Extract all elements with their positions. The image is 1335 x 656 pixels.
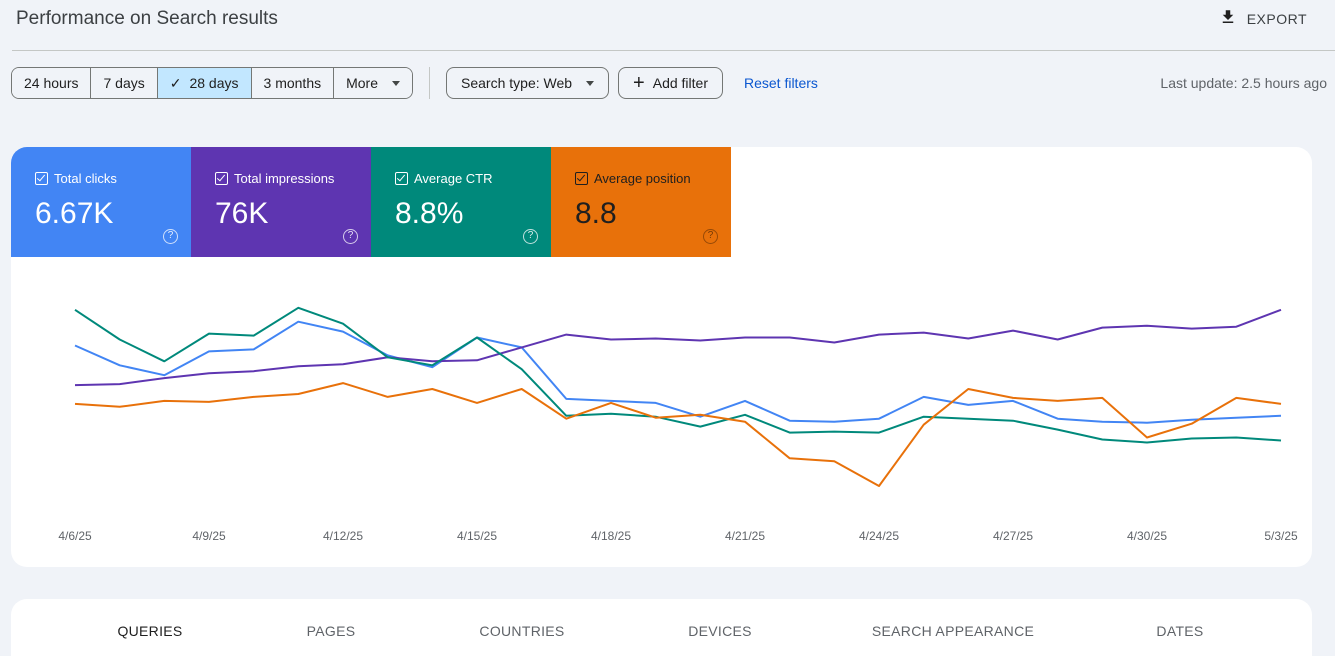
metric-average-position[interactable]: Average position 8.8 ? xyxy=(551,147,731,257)
export-label: EXPORT xyxy=(1246,10,1307,27)
x-tick-label: 4/9/25 xyxy=(192,529,226,543)
chevron-down-icon xyxy=(586,80,595,86)
tab-dates[interactable]: DATES xyxy=(1156,623,1204,639)
chevron-down-icon xyxy=(392,80,401,86)
checkbox-icon[interactable] xyxy=(575,172,588,185)
metric-value: 76K xyxy=(215,197,269,230)
metric-total-impressions[interactable]: Total impressions 76K ? xyxy=(191,147,371,257)
checkbox-icon[interactable] xyxy=(215,172,228,185)
x-tick-label: 5/3/25 xyxy=(1264,529,1298,543)
range-24-hours[interactable]: 24 hours xyxy=(12,68,92,98)
help-icon[interactable]: ? xyxy=(523,229,538,244)
tab-pages[interactable]: PAGES xyxy=(306,623,356,639)
metric-value: 8.8 xyxy=(575,197,617,230)
x-tick-label: 4/18/25 xyxy=(590,529,632,543)
tab-queries[interactable]: QUERIES xyxy=(117,623,183,639)
x-tick-label: 4/30/25 xyxy=(1126,529,1168,543)
filter-bar: 24 hours 7 days ✓ 28 days 3 months More S… xyxy=(11,67,818,99)
top-bar: Performance on Search results EXPORT xyxy=(0,0,1335,50)
header-divider xyxy=(12,50,1335,51)
series-line-average-position xyxy=(74,382,1282,487)
series-line-average-ctr xyxy=(74,306,1282,444)
page-title: Performance on Search results xyxy=(16,8,278,29)
line-chart-svg xyxy=(74,306,1282,487)
plus-icon: + xyxy=(633,72,645,94)
search-type-dropdown[interactable]: Search type: Web xyxy=(446,67,610,99)
help-icon[interactable]: ? xyxy=(163,229,178,244)
x-tick-label: 4/24/25 xyxy=(858,529,900,543)
range-28-days[interactable]: ✓ 28 days xyxy=(157,68,252,98)
reset-filters-link[interactable]: Reset filters xyxy=(743,75,818,91)
range-3-months[interactable]: 3 months xyxy=(251,68,335,98)
x-tick-label: 4/21/25 xyxy=(724,529,766,543)
help-icon[interactable]: ? xyxy=(343,229,358,244)
x-tick-label: 4/6/25 xyxy=(58,529,92,543)
tab-devices[interactable]: DEVICES xyxy=(688,623,752,639)
tab-countries[interactable]: COUNTRIES xyxy=(479,623,565,639)
range-more-dropdown[interactable]: More xyxy=(334,68,413,98)
check-icon: ✓ xyxy=(169,74,182,91)
checkbox-icon[interactable] xyxy=(395,172,408,185)
metric-value: 8.8% xyxy=(395,197,464,230)
metric-total-clicks[interactable]: Total clicks 6.67K ? xyxy=(11,147,191,257)
download-icon xyxy=(1219,8,1237,29)
tab-search-appearance[interactable]: SEARCH APPEARANCE xyxy=(871,623,1035,639)
export-button[interactable]: EXPORT xyxy=(1219,8,1307,29)
x-tick-label: 4/15/25 xyxy=(456,529,498,543)
filter-divider xyxy=(429,67,431,99)
line-chart[interactable]: 4/6/25 4/9/25 4/12/25 4/15/25 4/18/25 4/21/25… xyxy=(11,257,1312,567)
checkbox-icon[interactable] xyxy=(35,172,48,185)
help-icon[interactable]: ? xyxy=(703,229,718,244)
series-line-total-clicks xyxy=(74,320,1282,424)
add-filter-button[interactable]: + Add filter xyxy=(618,67,723,99)
x-tick-label: 4/12/25 xyxy=(322,529,364,543)
series-line-total-impressions xyxy=(74,308,1282,387)
metric-value: 6.67K xyxy=(35,197,114,230)
metric-average-ctr[interactable]: Average CTR 8.8% ? xyxy=(371,147,551,257)
performance-chart-card: Total clicks 6.67K ? Total impressions 7… xyxy=(11,147,1312,567)
date-range-selector: 24 hours 7 days ✓ 28 days 3 months More xyxy=(11,67,414,99)
last-update-text: Last update: 2.5 hours ago xyxy=(1160,75,1327,91)
x-tick-label: 4/27/25 xyxy=(992,529,1034,543)
dimension-tabs: QUERIES PAGES COUNTRIES DEVICES SEARCH A… xyxy=(11,599,1312,656)
range-7-days[interactable]: 7 days xyxy=(91,68,158,98)
